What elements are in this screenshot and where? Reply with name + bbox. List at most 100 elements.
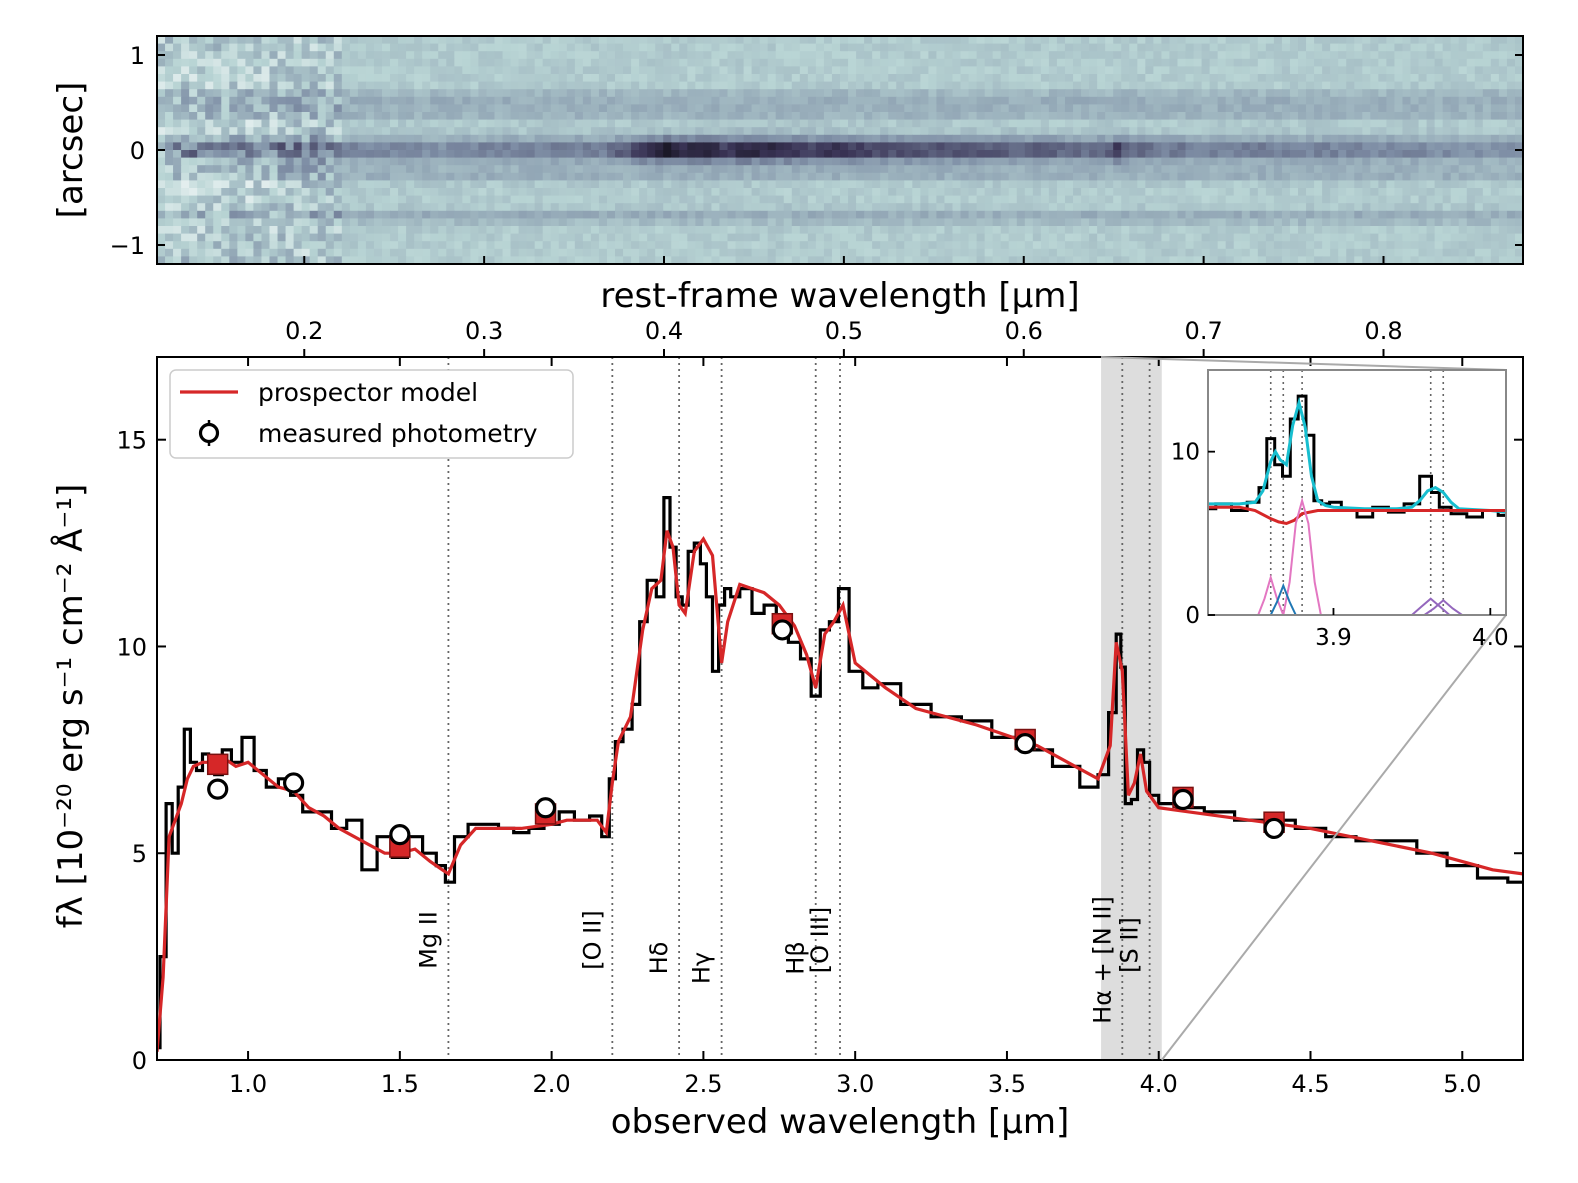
- 2d-pixel: [245, 74, 255, 83]
- 2d-pixel: [1121, 127, 1130, 136]
- 2d-pixel: [1040, 226, 1050, 235]
- 2d-pixel: [1073, 210, 1082, 219]
- 2d-pixel: [494, 256, 504, 265]
- 2d-pixel: [888, 233, 897, 242]
- 2d-pixel: [341, 112, 351, 121]
- 2d-pixel: [880, 51, 889, 60]
- 2d-pixel: [1185, 74, 1195, 83]
- 2d-pixel: [992, 157, 1002, 166]
- 2d-pixel: [799, 241, 809, 250]
- 2d-pixel: [1233, 134, 1243, 143]
- 2d-pixel: [317, 241, 327, 250]
- 2d-pixel: [277, 203, 287, 212]
- 2d-pixel: [735, 241, 745, 250]
- 2d-pixel: [872, 134, 881, 143]
- 2d-pixel: [767, 58, 777, 67]
- 2d-pixel: [751, 248, 761, 257]
- 2d-pixel: [1506, 210, 1516, 219]
- 2d-pixel: [1209, 58, 1219, 67]
- 2d-pixel: [518, 241, 528, 250]
- 2d-pixel: [309, 127, 319, 136]
- 2d-pixel: [807, 157, 817, 166]
- 2d-pixel: [205, 104, 214, 113]
- 2d-pixel: [727, 241, 737, 250]
- 2d-pixel: [1193, 74, 1203, 83]
- 2d-pixel: [1410, 248, 1420, 257]
- 2d-pixel: [1081, 218, 1090, 227]
- 2d-pixel: [518, 36, 528, 45]
- 2d-pixel: [1097, 226, 1106, 235]
- 2d-pixel: [1121, 248, 1130, 257]
- 2d-pixel: [896, 165, 905, 174]
- 2d-pixel: [414, 74, 423, 83]
- 2d-pixel: [550, 226, 560, 235]
- 2d-pixel: [727, 150, 737, 159]
- 2d-pixel: [558, 119, 568, 128]
- 2d-pixel: [1298, 157, 1307, 166]
- 2d-pixel: [1273, 241, 1283, 250]
- 2d-pixel: [823, 142, 833, 151]
- 2d-pixel: [285, 104, 295, 113]
- 2d-pixel: [285, 142, 295, 151]
- 2d-pixel: [735, 218, 745, 227]
- 2d-pixel: [1289, 127, 1299, 136]
- 2d-pixel: [936, 241, 946, 250]
- 2d-pixel: [293, 58, 303, 67]
- 2d-pixel: [406, 195, 415, 204]
- 2d-pixel: [534, 188, 544, 197]
- 2d-pixel: [976, 180, 986, 189]
- 2d-pixel: [301, 210, 311, 219]
- 2d-pixel: [671, 226, 680, 235]
- 2d-pixel: [1306, 210, 1315, 219]
- 2d-pixel: [904, 51, 913, 60]
- 2d-pixel: [1201, 51, 1211, 60]
- 2d-pixel: [574, 248, 584, 257]
- 2d-pixel: [1056, 89, 1066, 98]
- 2d-pixel: [1450, 112, 1460, 121]
- 2d-pixel: [984, 127, 994, 136]
- 2d-pixel: [1000, 119, 1010, 128]
- 2d-pixel: [390, 104, 399, 113]
- 2d-pixel: [197, 203, 206, 212]
- 2d-pixel: [695, 165, 704, 174]
- 2d-pixel: [807, 81, 817, 90]
- 2d-pixel: [896, 218, 905, 227]
- 2d-pixel: [751, 172, 761, 181]
- 2d-pixel: [205, 58, 214, 67]
- 2d-pixel: [494, 81, 504, 90]
- 2d-pixel: [920, 127, 929, 136]
- 2d-pixel: [1289, 150, 1299, 159]
- 2d-pixel: [574, 134, 584, 143]
- 2d-pixel: [526, 134, 536, 143]
- 2d-pixel: [269, 226, 279, 235]
- 2d-pixel: [1330, 51, 1339, 60]
- 2d-pixel: [992, 96, 1002, 105]
- 2d-pixel: [398, 119, 407, 128]
- 2d-pixel: [1113, 66, 1122, 75]
- 2d-pixel: [1265, 195, 1275, 204]
- 2d-pixel: [1048, 180, 1058, 189]
- 2d-pixel: [751, 188, 761, 197]
- 2d-pixel: [840, 119, 849, 128]
- 2d-pixel: [952, 233, 962, 242]
- 2d-pixel: [1338, 180, 1347, 189]
- 2d-pixel: [880, 81, 889, 90]
- 2d-pixel: [285, 233, 295, 242]
- 2d-pixel: [775, 104, 785, 113]
- 2d-pixel: [237, 66, 246, 75]
- 2d-pixel: [751, 142, 761, 151]
- 2d-pixel: [245, 119, 255, 128]
- 2d-pixel: [1498, 180, 1508, 189]
- 2d-pixel: [606, 203, 616, 212]
- 2d-pixel: [1442, 112, 1452, 121]
- 2d-pixel: [960, 157, 970, 166]
- 2d-pixel: [470, 226, 480, 235]
- 2d-pixel: [1081, 248, 1090, 257]
- 2d-pixel: [189, 188, 198, 197]
- 2d-pixel: [502, 134, 512, 143]
- 2d-pixel: [542, 172, 552, 181]
- 2d-pixel: [1498, 96, 1508, 105]
- 2d-pixel: [470, 134, 480, 143]
- 2d-pixel: [1056, 226, 1066, 235]
- 2d-pixel: [534, 74, 544, 83]
